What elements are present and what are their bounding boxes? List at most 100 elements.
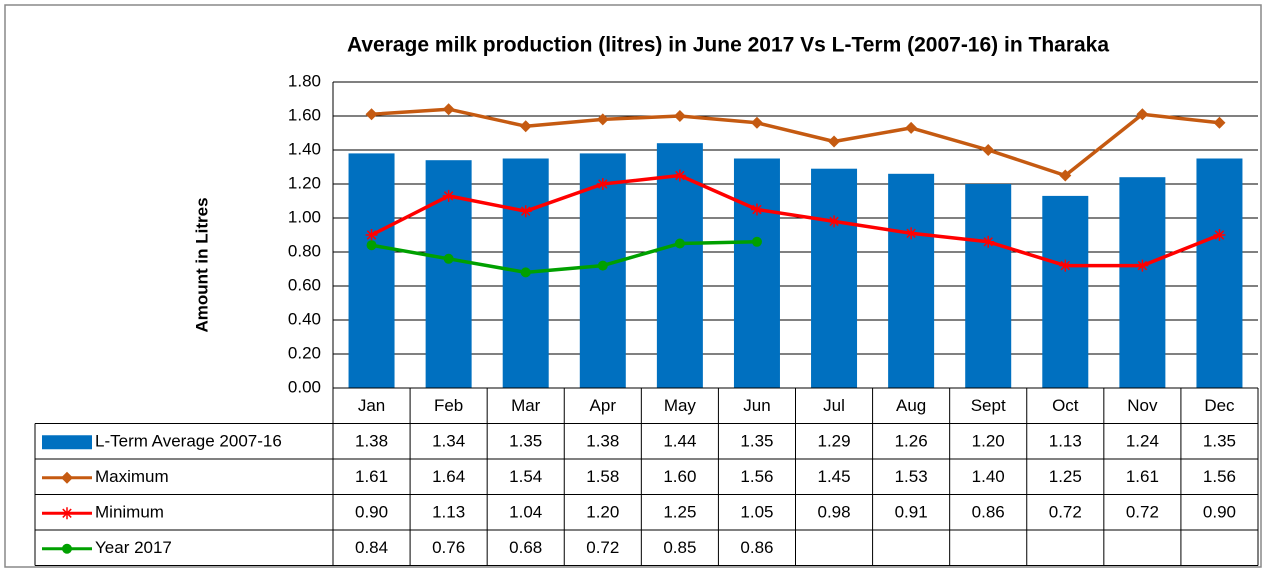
legend-entry: Minimum — [42, 503, 164, 522]
bar — [888, 173, 935, 388]
marker — [673, 110, 686, 122]
marker — [1136, 259, 1149, 272]
legend-label: L-Term Average 2007-16 — [95, 432, 282, 451]
table-value: 1.56 — [1203, 467, 1236, 486]
table-value: 1.25 — [663, 503, 696, 522]
marker — [673, 169, 686, 182]
table-value: 1.45 — [817, 467, 850, 486]
marker — [519, 205, 532, 218]
table-value: 0.90 — [355, 503, 388, 522]
table-value: 1.35 — [1203, 432, 1236, 451]
legend-label: Year 2017 — [95, 538, 172, 557]
table-value: 1.24 — [1126, 432, 1159, 451]
marker — [1213, 116, 1226, 129]
y-tick-label: 1.40 — [288, 139, 321, 158]
marker — [519, 120, 532, 133]
table-value: 1.04 — [509, 503, 542, 522]
x-tick-label: Sept — [971, 396, 1006, 415]
y-tick-label: 0.40 — [288, 309, 321, 328]
marker — [905, 121, 918, 134]
marker — [596, 178, 609, 190]
marker — [982, 144, 995, 156]
table-value: 0.72 — [586, 538, 619, 557]
table-value: 0.85 — [663, 538, 696, 557]
table-value: 1.13 — [1049, 432, 1082, 451]
legend-entry: Maximum — [42, 467, 169, 486]
chart-frame — [4, 4, 1262, 568]
marker — [520, 267, 531, 278]
table-value: 0.86 — [972, 503, 1005, 522]
y-tick-label: 1.00 — [288, 207, 321, 226]
y-tick-label: 0.00 — [288, 377, 321, 396]
y-tick-label: 0.20 — [288, 343, 321, 362]
legend-key — [42, 435, 92, 450]
y-tick-label: 1.80 — [288, 71, 321, 90]
marker — [828, 135, 841, 148]
table-value: 1.35 — [740, 432, 773, 451]
table-value: 1.64 — [432, 467, 465, 486]
x-tick-label: Apr — [590, 396, 617, 415]
marker — [750, 116, 763, 129]
marker — [596, 113, 609, 126]
bar — [811, 168, 858, 388]
table-value: 1.05 — [740, 503, 773, 522]
bar — [579, 153, 626, 388]
marker — [597, 260, 608, 271]
marker — [62, 543, 72, 554]
legend-label: Maximum — [95, 467, 169, 486]
y-axis-label: Amount in Litres — [192, 197, 211, 332]
bar — [1196, 158, 1243, 388]
marker — [365, 229, 378, 241]
table-value: 1.58 — [586, 467, 619, 486]
table-value: 0.86 — [740, 538, 773, 557]
table-value: 1.13 — [432, 503, 465, 522]
table-value: 1.38 — [355, 432, 388, 451]
series-line — [370, 173, 1221, 268]
table-value: 1.53 — [895, 467, 928, 486]
x-tick-label: Jan — [358, 396, 385, 415]
marker — [61, 507, 73, 520]
table-value: 1.35 — [509, 432, 542, 451]
marker — [1213, 229, 1226, 241]
bar — [965, 184, 1012, 388]
table-value: 1.26 — [895, 432, 928, 451]
marker — [442, 189, 455, 202]
table-value: 1.40 — [972, 467, 1005, 486]
series-line — [371, 240, 757, 275]
marker — [674, 238, 685, 249]
marker — [982, 235, 995, 248]
x-tick-label: May — [664, 396, 697, 415]
marker — [1059, 169, 1072, 182]
table-value: 0.76 — [432, 538, 465, 557]
y-tick-label: 1.20 — [288, 173, 321, 192]
y-tick-label: 0.80 — [288, 241, 321, 260]
table-value: 0.68 — [509, 538, 542, 557]
marker — [442, 103, 455, 116]
bar — [348, 153, 395, 388]
bar — [1119, 177, 1166, 388]
marker — [750, 203, 763, 216]
table-value: 0.91 — [895, 503, 928, 522]
table-value: 0.72 — [1126, 503, 1159, 522]
x-tick-label: Jul — [823, 396, 845, 415]
marker — [366, 240, 377, 251]
table-value: 1.20 — [586, 503, 619, 522]
x-tick-label: Nov — [1127, 396, 1158, 415]
x-tick-label: Mar — [511, 396, 541, 415]
table-value: 1.20 — [972, 432, 1005, 451]
marker — [443, 253, 454, 264]
marker — [365, 108, 378, 121]
table-value: 1.60 — [663, 467, 696, 486]
table-value: 1.54 — [509, 467, 542, 486]
table-value: 1.61 — [355, 467, 388, 486]
marker — [751, 236, 762, 247]
x-tick-label: Oct — [1052, 396, 1079, 415]
series-line — [371, 107, 1220, 178]
table-value: 0.84 — [355, 538, 388, 557]
bar — [1042, 195, 1089, 388]
legend-entry: Year 2017 — [42, 538, 172, 557]
table-value: 1.56 — [740, 467, 773, 486]
chart-title: Average milk production (litres) in June… — [347, 34, 1109, 57]
x-tick-label: Aug — [896, 396, 926, 415]
